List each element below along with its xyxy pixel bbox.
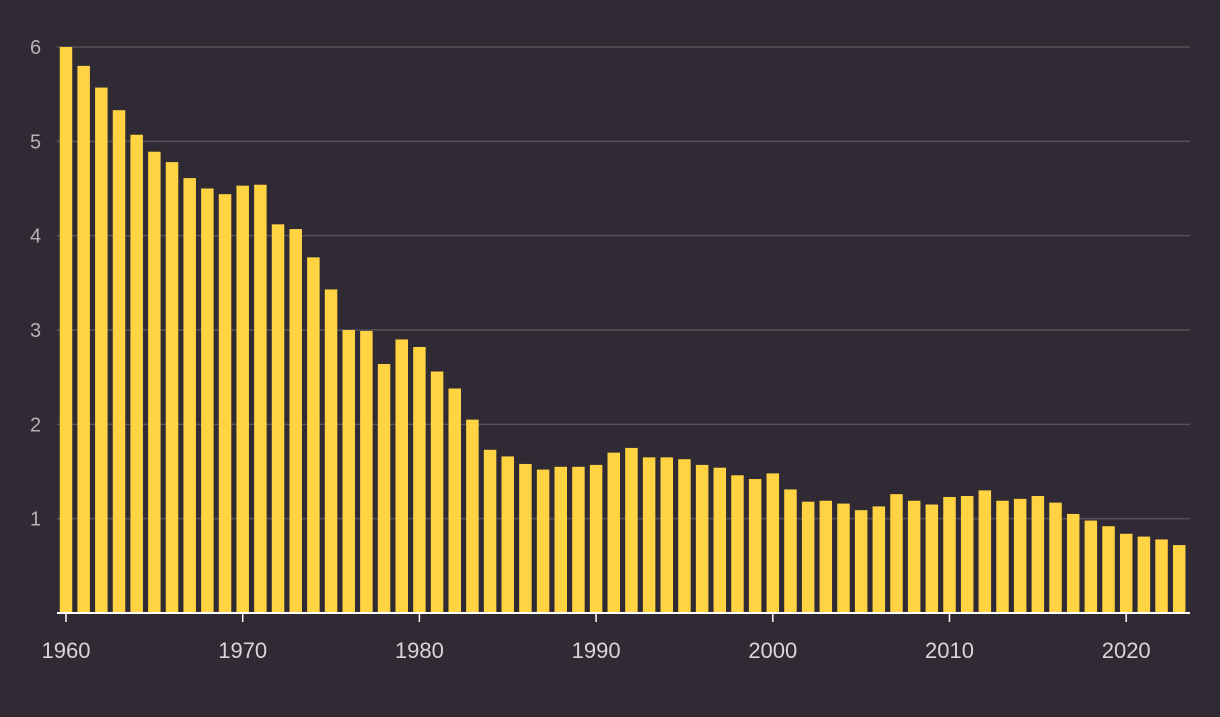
- bar-1989: [572, 466, 585, 613]
- bar-1996: [695, 464, 709, 613]
- bar-1978: [377, 363, 391, 613]
- bar-2017: [1066, 513, 1080, 613]
- y-tick-label-1: 1: [30, 509, 41, 531]
- axes: [57, 612, 1190, 622]
- bar-1999: [748, 479, 762, 613]
- bar-1986: [519, 463, 532, 613]
- bar-1963: [112, 110, 126, 613]
- bar-2011: [960, 496, 974, 613]
- bar-1997: [713, 467, 727, 613]
- bar-2000: [766, 473, 780, 613]
- bar-1982: [448, 388, 461, 613]
- bar-2010: [943, 496, 956, 613]
- bar-1980: [413, 346, 426, 613]
- bar-1977: [360, 330, 373, 613]
- bar-1970: [236, 185, 249, 614]
- bar-1979: [395, 339, 408, 613]
- bar-1981: [430, 371, 444, 613]
- bar-1961: [77, 65, 90, 613]
- bar-2018: [1084, 520, 1098, 613]
- x-tick-label-1980: 1980: [395, 638, 444, 663]
- bar-2023: [1172, 545, 1186, 613]
- bar-1984: [483, 449, 497, 613]
- bar-1976: [342, 330, 355, 613]
- bar-1965: [148, 151, 161, 613]
- bar-2015: [1031, 496, 1045, 613]
- y-tick-label-6: 6: [30, 37, 41, 59]
- bar-2003: [819, 500, 833, 613]
- bar-2005: [854, 510, 868, 613]
- bars: [59, 47, 1186, 614]
- bar-2004: [837, 503, 850, 613]
- x-tick-label-2010: 2010: [925, 638, 974, 663]
- bar-2020: [1119, 533, 1133, 613]
- bar-1966: [165, 162, 179, 613]
- bar-1998: [731, 475, 744, 613]
- x-tick-label-1960: 1960: [42, 638, 91, 663]
- bar-2007: [890, 494, 903, 613]
- bar-1964: [130, 134, 143, 614]
- bar-1960: [59, 47, 73, 613]
- bar-2008: [907, 500, 921, 613]
- x-tick-label-2000: 2000: [748, 638, 797, 663]
- bar-1995: [678, 459, 691, 613]
- bar-1990: [589, 464, 603, 613]
- bar-1985: [501, 456, 514, 613]
- bar-1993: [642, 457, 656, 613]
- bar-1991: [607, 452, 621, 613]
- bar-2001: [784, 489, 797, 613]
- bar-1967: [183, 178, 196, 613]
- bar-2019: [1102, 526, 1115, 613]
- bar-1983: [466, 419, 479, 613]
- bar-1974: [307, 257, 320, 613]
- bar-1988: [554, 466, 568, 613]
- bar-2012: [978, 490, 992, 613]
- y-tick-label-4: 4: [30, 226, 41, 248]
- bar-1971: [254, 184, 267, 613]
- bar-1968: [201, 188, 214, 613]
- tick-labels: 1 2 3 4 5 6 1960 1970 1980 1990 2000 2010 2020: [30, 37, 1151, 663]
- bar-2002: [801, 501, 815, 613]
- x-tick-label-1970: 1970: [218, 638, 267, 663]
- bar-1994: [660, 457, 674, 613]
- bar-1973: [289, 229, 302, 613]
- x-tick-label-1990: 1990: [572, 638, 621, 663]
- bar-2022: [1155, 539, 1168, 613]
- bar-2014: [1013, 498, 1027, 613]
- bar-1972: [271, 224, 285, 613]
- bar-1969: [218, 194, 232, 613]
- bar-1962: [95, 87, 108, 613]
- bar-2009: [925, 504, 939, 613]
- bar-1992: [625, 447, 638, 613]
- y-tick-label-5: 5: [30, 131, 41, 153]
- bar-2021: [1137, 536, 1151, 613]
- bar-1987: [536, 469, 550, 613]
- y-tick-label-3: 3: [30, 320, 41, 342]
- bar-2016: [1049, 502, 1062, 613]
- x-tick-label-2020: 2020: [1102, 638, 1151, 663]
- bar-2006: [872, 506, 886, 613]
- y-tick-label-2: 2: [30, 414, 41, 436]
- bar-1975: [324, 289, 338, 613]
- bar-2013: [996, 500, 1009, 613]
